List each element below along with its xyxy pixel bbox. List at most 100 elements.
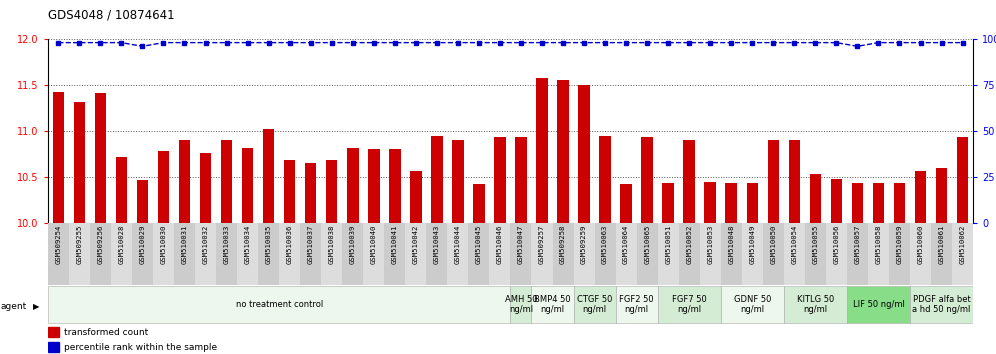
Bar [305,163,317,223]
Bar [700,223,721,285]
Bar [784,223,805,285]
Text: GSM509259: GSM509259 [581,224,587,264]
FancyBboxPatch shape [847,286,910,323]
Bar [221,140,232,223]
FancyBboxPatch shape [784,286,847,323]
Bar [532,223,553,285]
Bar [704,182,716,223]
Bar [426,223,447,285]
Bar [473,184,485,223]
Bar [657,223,678,285]
FancyBboxPatch shape [574,286,616,323]
Text: GSM510041: GSM510041 [391,224,397,264]
Text: GSM510042: GSM510042 [412,224,419,264]
Text: GSM510054: GSM510054 [792,224,798,264]
Bar [747,183,758,223]
Bar [237,223,258,285]
Bar [447,223,468,285]
Text: GSM510031: GSM510031 [181,224,187,264]
Bar [893,183,905,223]
Text: GSM510064: GSM510064 [623,224,629,264]
Text: GSM510045: GSM510045 [476,224,482,264]
Text: GSM510059: GSM510059 [896,224,902,264]
Bar [48,342,59,353]
Bar [178,140,190,223]
Bar [468,223,489,285]
Text: GSM510051: GSM510051 [665,224,671,264]
Bar [872,183,884,223]
Text: GSM510058: GSM510058 [875,224,881,264]
Text: GSM510063: GSM510063 [602,224,609,264]
Text: GSM510053: GSM510053 [707,224,713,264]
Bar [789,140,800,223]
Text: GDS4048 / 10874641: GDS4048 / 10874641 [48,8,174,21]
Bar [515,137,527,223]
Text: GDNF 50
ng/ml: GDNF 50 ng/ml [734,295,771,314]
Text: GSM510062: GSM510062 [959,224,965,264]
Text: GSM510034: GSM510034 [245,224,251,264]
Text: GSM509254: GSM509254 [56,224,62,264]
Bar [284,160,296,223]
Text: CTGF 50
ng/ml: CTGF 50 ng/ml [577,295,613,314]
Text: agent: agent [1,302,27,311]
Bar [742,223,763,285]
Text: GSM510060: GSM510060 [917,224,923,264]
Bar [636,223,657,285]
Bar [95,93,107,223]
Bar [300,223,321,285]
Bar [111,223,131,285]
Text: GSM510029: GSM510029 [139,224,145,264]
Bar [616,223,636,285]
Bar [678,223,700,285]
Bar [431,136,442,223]
Text: GSM510040: GSM510040 [371,224,376,264]
Bar [90,223,111,285]
Text: GSM510032: GSM510032 [202,224,208,264]
Bar [914,171,926,223]
Bar [936,168,947,223]
Text: GSM510052: GSM510052 [686,224,692,264]
Text: GSM510037: GSM510037 [308,224,314,264]
Bar [595,223,616,285]
Text: AMH 50
ng/ml: AMH 50 ng/ml [505,295,537,314]
Text: GSM510055: GSM510055 [813,224,819,264]
Text: GSM510050: GSM510050 [770,224,776,264]
Bar [600,136,611,223]
Bar [389,149,400,223]
Bar [511,223,532,285]
Text: GSM509258: GSM509258 [560,224,566,264]
Bar [153,223,174,285]
Bar [826,223,847,285]
Bar [621,184,631,223]
Bar [157,151,169,223]
Bar [347,148,359,223]
Bar [641,137,653,223]
Bar [242,148,253,223]
Bar [279,223,300,285]
Text: GSM509256: GSM509256 [98,224,104,264]
Text: transformed count: transformed count [65,328,148,337]
Text: GSM509257: GSM509257 [539,224,545,264]
Bar [200,153,211,223]
Text: GSM510047: GSM510047 [518,224,524,264]
Bar [931,223,952,285]
Text: GSM510049: GSM510049 [749,224,755,264]
Text: GSM510065: GSM510065 [644,224,650,264]
Bar [557,80,569,223]
Text: GSM510044: GSM510044 [455,224,461,264]
FancyBboxPatch shape [910,286,973,323]
Text: GSM510036: GSM510036 [287,224,293,264]
Text: GSM510048: GSM510048 [728,224,734,264]
FancyBboxPatch shape [511,286,532,323]
Text: GSM510043: GSM510043 [434,224,440,264]
Bar [174,223,195,285]
Bar [343,223,364,285]
Bar [574,223,595,285]
FancyBboxPatch shape [48,286,511,323]
Bar [805,223,826,285]
FancyBboxPatch shape [721,286,784,323]
Bar [368,149,379,223]
Text: GSM510039: GSM510039 [350,224,356,264]
Text: GSM510061: GSM510061 [938,224,944,264]
Text: ▶: ▶ [33,302,40,311]
